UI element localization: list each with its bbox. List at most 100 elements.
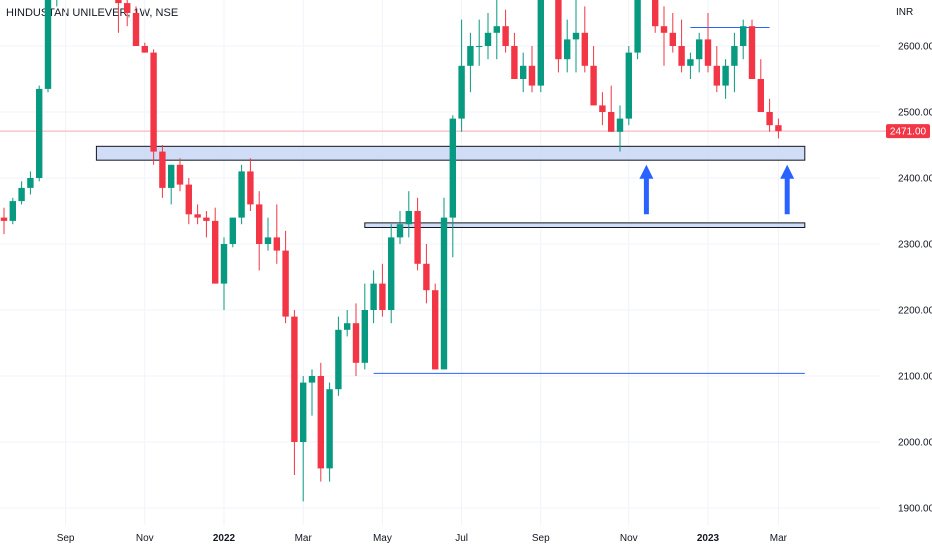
candle-down [176, 164, 184, 185]
candle-up [740, 26, 747, 46]
candle-up [9, 201, 16, 221]
candle-up [537, 0, 544, 86]
candle-down [590, 65, 597, 106]
candle-down [511, 46, 518, 79]
candle-down [581, 32, 588, 66]
candle-up [449, 118, 456, 218]
y-tick-label: 2400.00 [898, 174, 932, 185]
trendlines [373, 27, 805, 374]
candle-up [572, 32, 580, 40]
candle-up [168, 164, 175, 188]
candle-down [713, 65, 720, 86]
last-price-badge: 2471.00 [886, 124, 930, 139]
candle-up [388, 237, 395, 310]
candle-down [599, 105, 606, 112]
candle-down [352, 323, 360, 363]
candle-down [775, 125, 782, 132]
candle-up [300, 382, 307, 442]
candle-down [273, 237, 280, 251]
y-tick-label: 2000.00 [898, 438, 932, 449]
candle-down [132, 13, 140, 46]
candle-up [264, 237, 272, 244]
candle-up [18, 187, 25, 202]
candle-up [458, 65, 465, 119]
x-tick-label: Sep [532, 533, 550, 544]
candle-down [124, 3, 131, 13]
candlesticks [0, 0, 782, 502]
candle-down [203, 217, 210, 221]
candle-up [238, 171, 245, 218]
candle-up [344, 323, 351, 330]
candle-down [502, 26, 509, 46]
candle-down [194, 214, 201, 218]
candle-up [722, 65, 729, 86]
candle-up [326, 389, 333, 469]
candle-down [150, 52, 157, 152]
candle-down [757, 79, 764, 112]
candle-up [440, 217, 448, 370]
support-zone-2330 [364, 222, 806, 229]
price-axis: 3000.002900.002800.002700.002600.002500.… [898, 42, 932, 515]
candle-down [185, 184, 192, 215]
candle-up [220, 244, 228, 284]
candle-down [414, 211, 421, 264]
candle-up [687, 59, 694, 66]
candle-down [678, 46, 685, 66]
candle-up [731, 46, 738, 66]
candle-up [696, 39, 703, 60]
candle-down [0, 217, 8, 221]
candle-down [212, 220, 219, 284]
candle-down [291, 316, 298, 442]
x-tick-label: Mar [295, 533, 313, 544]
candle-down [379, 283, 386, 310]
up-arrow-icon [780, 164, 795, 215]
candle-down [432, 290, 439, 370]
candle-up [361, 310, 368, 363]
candle-up [396, 224, 404, 238]
candle-up [370, 283, 377, 310]
y-tick-label: 2300.00 [898, 240, 932, 251]
candle-up [564, 39, 571, 60]
y-tick-label: 2100.00 [898, 372, 932, 383]
candle-up [308, 376, 316, 383]
candle-down [247, 171, 254, 205]
candle-down [317, 376, 324, 469]
arrow-markers [639, 164, 795, 215]
x-tick-label: Nov [620, 533, 638, 544]
x-tick-label: May [373, 533, 392, 544]
candle-up [484, 32, 492, 46]
candle-down [282, 250, 289, 317]
candle-down [115, 0, 122, 4]
x-tick-label: 2023 [697, 533, 720, 544]
x-tick-label: Mar [770, 533, 788, 544]
candle-down [159, 151, 166, 188]
y-tick-label: 2500.00 [898, 108, 932, 119]
candle-up [44, 0, 52, 89]
candle-up [229, 217, 236, 244]
currency-label: INR [896, 7, 914, 18]
y-tick-label: 2200.00 [898, 306, 932, 317]
candle-down [748, 26, 756, 79]
price-badge-label: 2471.00 [890, 127, 927, 138]
candle-up [634, 0, 641, 53]
x-tick-label: 2022 [213, 533, 236, 544]
candle-down [652, 0, 659, 27]
candle-down [256, 204, 263, 244]
y-tick-label: 2600.00 [898, 42, 932, 53]
candle-up [493, 26, 500, 33]
candle-up [335, 329, 342, 390]
price-badge-bg [886, 124, 930, 139]
candle-up [467, 46, 474, 66]
candle-up [405, 211, 412, 225]
candle-down [141, 46, 148, 53]
candle-up [476, 46, 483, 47]
candle-down [423, 263, 430, 291]
y-tick-label: 1900.00 [898, 504, 932, 515]
candle-up [36, 88, 43, 178]
x-tick-label: Nov [136, 533, 154, 544]
candle-up [520, 65, 527, 79]
candle-down [608, 112, 615, 132]
candle-up [616, 118, 624, 132]
x-tick-label: Jul [455, 533, 468, 544]
